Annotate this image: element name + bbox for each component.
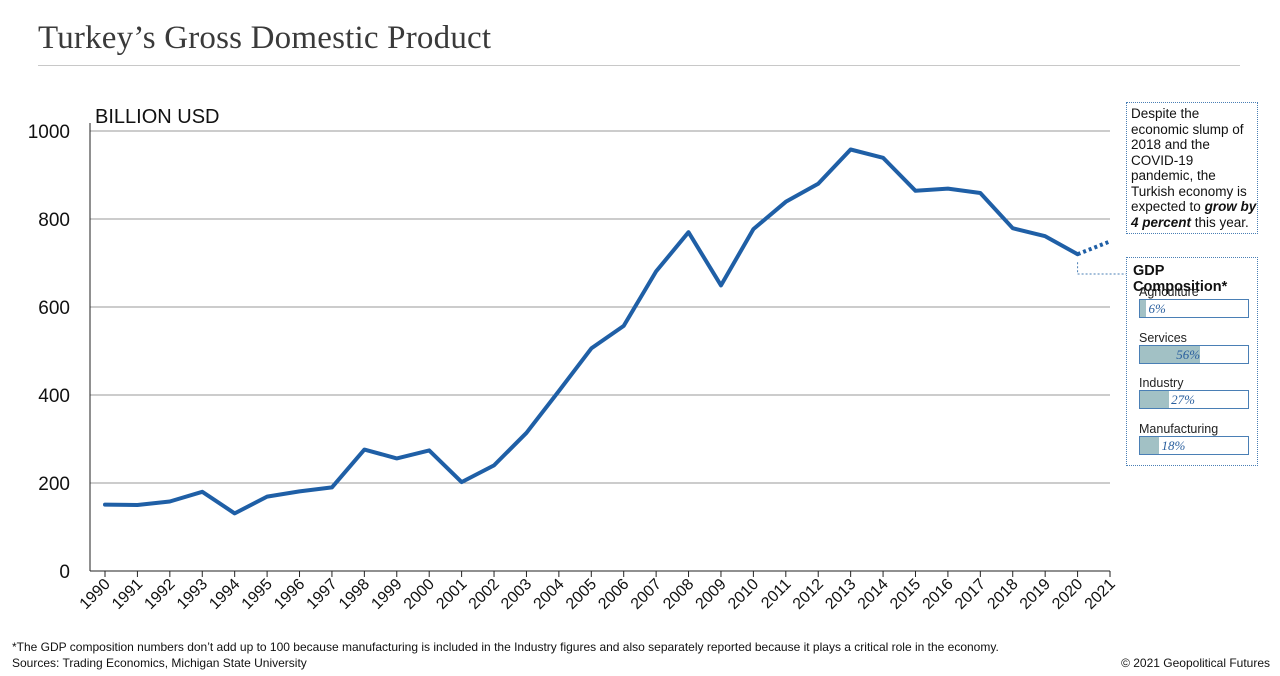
- x-tick-label: 2019: [1017, 576, 1054, 613]
- x-tick-label: 2015: [887, 576, 924, 613]
- y-tick-label: 600: [38, 298, 70, 319]
- note-text-before: Despite the economic slump of 2018 and t…: [1131, 106, 1247, 214]
- x-tick-label: 2004: [531, 576, 568, 613]
- x-tick-label: 2016: [920, 576, 957, 613]
- x-tick-label: 2006: [595, 576, 632, 613]
- y-tick-label: 400: [38, 386, 70, 407]
- x-tick-label: 2013: [822, 576, 859, 613]
- x-tick-label: 2008: [660, 576, 697, 613]
- composition-bar-fill: [1140, 346, 1201, 363]
- note-text-after: this year.: [1191, 214, 1249, 230]
- x-tick-label: 2009: [693, 576, 730, 613]
- sources: Sources: Trading Economics, Michigan Sta…: [12, 656, 307, 670]
- x-tick-label: 2018: [984, 576, 1021, 613]
- note-emphasis: grow by 4 percent: [1131, 199, 1257, 230]
- y-tick-label: 200: [38, 474, 70, 495]
- x-tick-label: 1995: [239, 576, 276, 613]
- composition-label: Manufacturing: [1139, 422, 1219, 436]
- forecast-note: Despite the economic slump of 2018 and t…: [1126, 102, 1258, 234]
- composition-bar-fill: [1140, 437, 1160, 454]
- chart-title: Turkey’s Gross Domestic Product: [38, 20, 492, 56]
- composition-value: 18%: [1161, 438, 1186, 453]
- x-tick-label: 2012: [790, 576, 827, 613]
- x-tick-label: 1992: [141, 576, 178, 613]
- x-tick-label: 2017: [952, 576, 989, 613]
- composition-bar: 56%: [1139, 345, 1249, 364]
- composition-bar-fill: [1140, 300, 1147, 317]
- x-tick-label: 2020: [1049, 576, 1086, 613]
- title-divider: [38, 65, 1240, 66]
- y-tick-label: 0: [59, 562, 70, 583]
- y-tick-label: 1000: [28, 122, 70, 143]
- x-tick-label: 2010: [725, 576, 762, 613]
- composition-bar: 27%: [1139, 390, 1249, 409]
- gdp-line: [103, 147, 1080, 516]
- copyright: © 2021 Geopolitical Futures: [1121, 656, 1270, 670]
- composition-bar-fill: [1140, 391, 1170, 408]
- x-tick-label: 2014: [855, 576, 892, 613]
- x-tick-label: 2000: [401, 576, 438, 613]
- composition-value: 6%: [1148, 301, 1166, 316]
- y-axis-label: BILLION USD: [95, 106, 219, 128]
- composition-bar: 6%: [1139, 299, 1249, 318]
- x-tick-label: 1998: [336, 576, 373, 613]
- x-tick-label: 1994: [206, 576, 243, 613]
- composition-title: GDP Composition*: [1133, 263, 1228, 295]
- composition-item-services: Services 56%: [1139, 331, 1249, 364]
- x-tick-label: 2002: [466, 576, 503, 613]
- x-tick-label: 2007: [628, 576, 665, 613]
- x-tick-label: 2021: [1082, 576, 1119, 613]
- composition-bar: 18%: [1139, 436, 1249, 455]
- x-tick-label: 1993: [174, 576, 211, 613]
- composition-value: 27%: [1171, 392, 1195, 407]
- composition-item-agriculture: Agriculture 6%: [1139, 285, 1249, 318]
- x-tick-label: 1997: [304, 576, 341, 613]
- gdp-composition-panel: GDP Composition* Agriculture 6% Services…: [1126, 257, 1258, 466]
- footnote: *The GDP composition numbers don’t add u…: [12, 640, 999, 654]
- composition-item-industry: Industry 27%: [1139, 376, 1249, 409]
- y-tick-label: 800: [38, 210, 70, 231]
- composition-label: Agriculture: [1139, 285, 1199, 299]
- composition-value: 56%: [1176, 347, 1201, 362]
- x-tick-label: 1996: [271, 576, 308, 613]
- x-tick-label: 2005: [563, 576, 600, 613]
- x-tick-label: 2001: [433, 576, 470, 613]
- x-tick-label: 1999: [368, 576, 405, 613]
- composition-label: Services: [1139, 331, 1187, 345]
- x-tick-label: 1991: [109, 576, 146, 613]
- composition-label: Industry: [1139, 376, 1184, 390]
- x-tick-label: 2003: [498, 576, 535, 613]
- x-tick-label: 1990: [77, 576, 114, 613]
- forecast-line: [1076, 239, 1111, 257]
- x-tick-label: 2011: [758, 576, 794, 612]
- composition-item-manufacturing: Manufacturing 18%: [1139, 422, 1249, 455]
